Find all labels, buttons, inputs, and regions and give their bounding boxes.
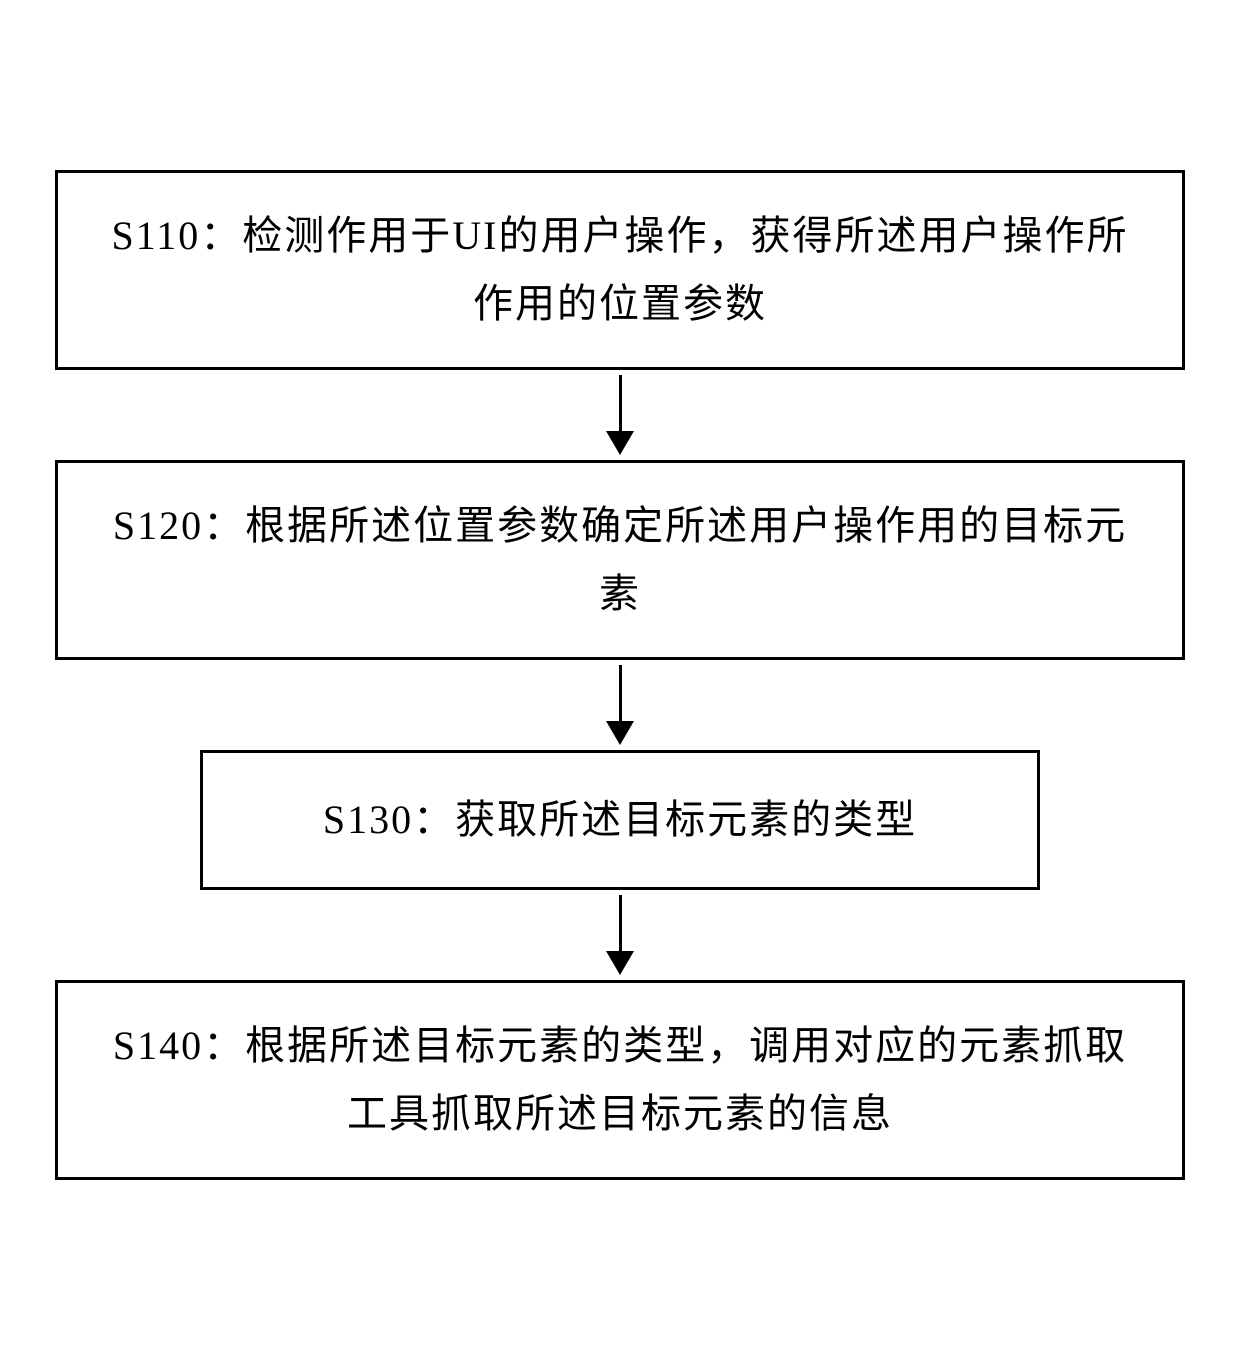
flowchart-node-s130: S130：获取所述目标元素的类型 (200, 750, 1040, 890)
arrow-icon (606, 370, 634, 460)
node-text: S130：获取所述目标元素的类型 (323, 786, 917, 854)
arrow-icon (606, 660, 634, 750)
flowchart-node-s120: S120：根据所述位置参数确定所述用户操作用的目标元素 (55, 460, 1185, 660)
node-text: S140：根据所述目标元素的类型，调用对应的元素抓取工具抓取所述目标元素的信息 (98, 1012, 1142, 1148)
node-text: S120：根据所述位置参数确定所述用户操作用的目标元素 (98, 492, 1142, 628)
arrow-icon (606, 890, 634, 980)
flowchart-container: S110：检测作用于UI的用户操作，获得所述用户操作所作用的位置参数 S120：… (50, 170, 1190, 1180)
node-text: S110：检测作用于UI的用户操作，获得所述用户操作所作用的位置参数 (98, 202, 1142, 338)
flowchart-node-s110: S110：检测作用于UI的用户操作，获得所述用户操作所作用的位置参数 (55, 170, 1185, 370)
flowchart-node-s140: S140：根据所述目标元素的类型，调用对应的元素抓取工具抓取所述目标元素的信息 (55, 980, 1185, 1180)
